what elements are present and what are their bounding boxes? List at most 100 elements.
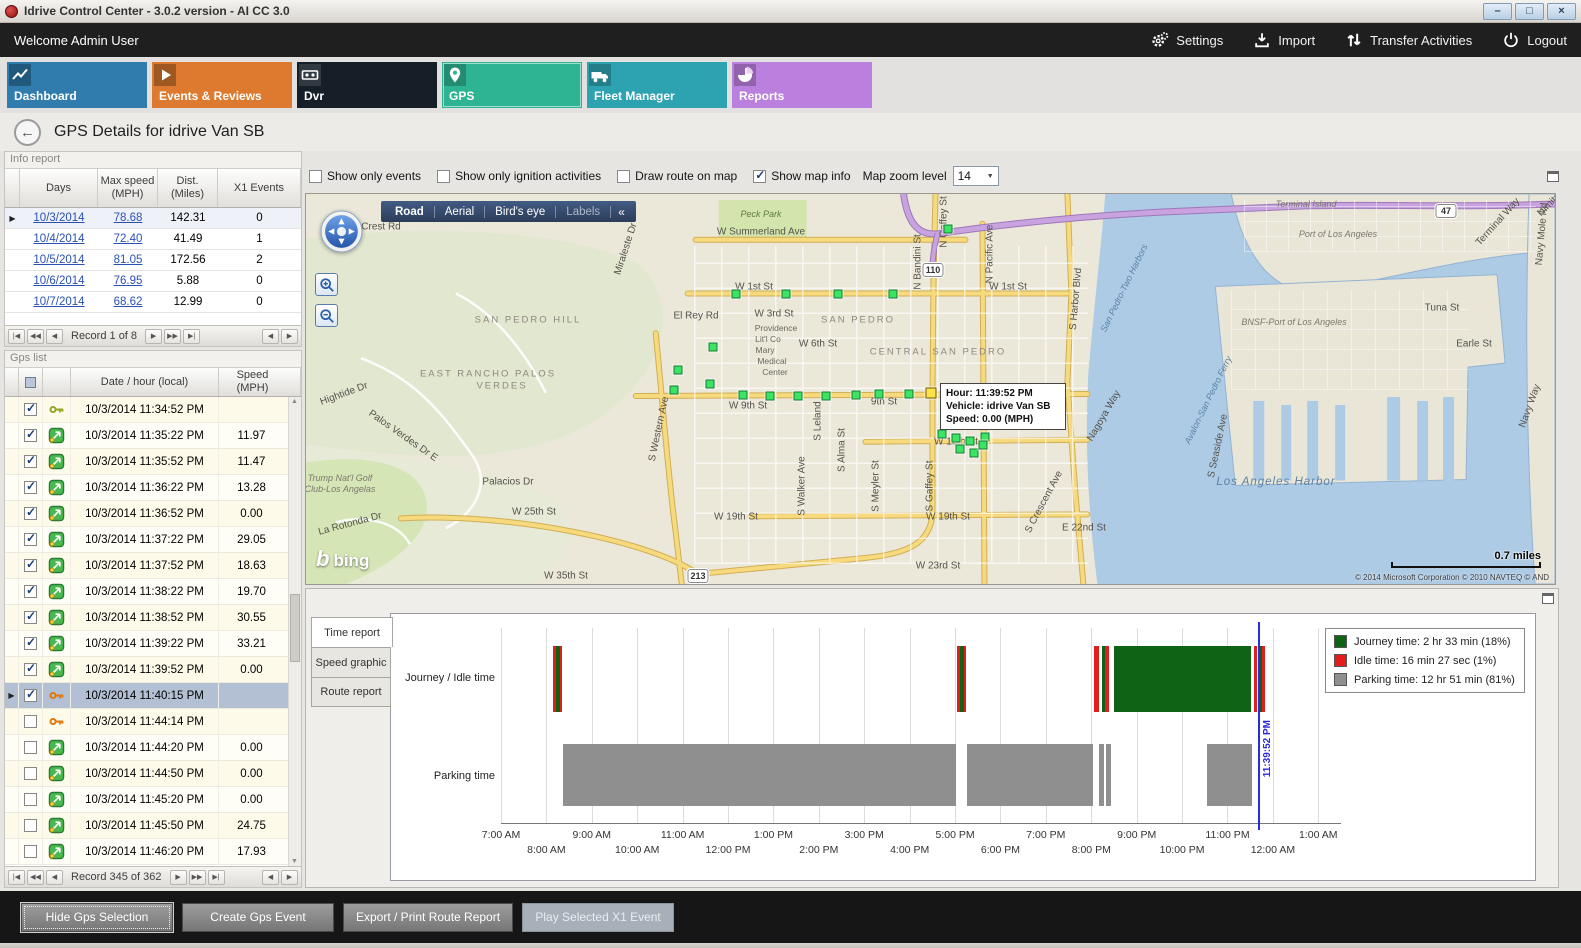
gps-marker[interactable] <box>888 289 898 299</box>
logout-button[interactable]: Logout <box>1502 31 1567 49</box>
tab-dashboard[interactable]: Dashboard <box>7 62 147 108</box>
gps-marker[interactable] <box>969 448 979 458</box>
report-tab-speed-graphic[interactable]: Speed graphic <box>311 647 391 677</box>
gps-marker[interactable] <box>937 429 947 439</box>
info-pager-hscroll-1[interactable]: ▶ <box>281 328 298 344</box>
checkbox[interactable] <box>309 169 322 183</box>
gps-pager-nav-left-2[interactable]: ◀ <box>46 869 63 885</box>
gps-marker[interactable] <box>765 391 775 401</box>
gps-list-row[interactable]: 10/3/2014 11:44:20 PM 0.00 <box>5 735 301 761</box>
tab-reports[interactable]: Reports <box>732 62 872 108</box>
footer-hide-gps-selection-button[interactable]: Hide Gps Selection <box>21 902 173 932</box>
close-button[interactable]: × <box>1547 2 1576 20</box>
row-checkbox[interactable] <box>24 479 37 494</box>
map-mode-bird-s-eye[interactable]: Bird's eye <box>485 205 557 218</box>
info-pager-nav-right-0[interactable]: ▶ <box>145 328 163 344</box>
tab-fleet[interactable]: Fleet Manager <box>587 62 727 108</box>
gps-list-row[interactable]: 10/3/2014 11:36:52 PM0.00 <box>5 501 301 527</box>
gps-marker[interactable] <box>669 385 679 395</box>
gps-marker[interactable] <box>673 365 683 375</box>
maximize-map-button[interactable] <box>1547 170 1559 182</box>
map-compass-control[interactable] <box>319 209 364 254</box>
col-max-speed[interactable]: Max speed (MPH) <box>98 169 158 207</box>
info-report-row[interactable]: 10/4/2014 72.40 41.49 1 <box>5 229 301 250</box>
settings-button[interactable]: Settings <box>1151 31 1223 49</box>
row-checkbox[interactable] <box>24 401 37 416</box>
tab-events[interactable]: Events & Reviews <box>152 62 292 108</box>
gps-list-row[interactable]: 10/3/2014 11:45:50 PM 24.75 <box>5 813 301 839</box>
gps-marker[interactable] <box>708 342 718 352</box>
max-speed-link[interactable]: 68.62 <box>113 296 143 308</box>
gps-marker[interactable] <box>851 390 861 400</box>
footer-export-print-route-report-button[interactable]: Export / Print Route Report <box>343 902 514 932</box>
day-link[interactable]: 10/3/2014 <box>33 212 85 224</box>
gps-marker[interactable] <box>731 289 741 299</box>
row-checkbox[interactable] <box>24 505 37 520</box>
zoom-in-button[interactable] <box>315 273 338 296</box>
row-checkbox[interactable] <box>24 427 37 442</box>
col-days[interactable]: Days <box>20 169 98 207</box>
gps-list-row[interactable]: 10/3/2014 11:44:50 PM 0.00 <box>5 761 301 787</box>
col-x1-events[interactable]: X1 Events <box>218 169 301 207</box>
row-checkbox[interactable] <box>24 661 37 676</box>
row-checkbox[interactable] <box>24 635 37 650</box>
minimize-button[interactable]: – <box>1483 2 1512 20</box>
col-select-all[interactable] <box>19 368 43 396</box>
maximize-chart-button[interactable] <box>1542 593 1554 604</box>
col-datetime[interactable]: Date / hour (local) <box>71 368 219 396</box>
gps-list-row[interactable]: 10/3/2014 11:34:52 PM <box>5 397 301 423</box>
col-dist[interactable]: Dist. (Miles) <box>158 169 218 207</box>
info-report-row[interactable]: 10/6/2014 76.95 5.88 0 <box>5 271 301 292</box>
row-checkbox[interactable] <box>24 741 37 754</box>
gps-list-row[interactable]: ▶ 10/3/2014 11:40:15 PM <box>5 683 301 709</box>
gps-list-scrollbar[interactable] <box>288 397 301 866</box>
map-option-show-only-ignition-activities[interactable]: Show only ignition activities <box>437 169 601 183</box>
day-link[interactable]: 10/6/2014 <box>33 275 85 287</box>
max-speed-link[interactable]: 76.95 <box>113 275 143 287</box>
info-report-row[interactable]: 10/5/2014 81.05 172.56 2 <box>5 250 301 271</box>
row-checkbox[interactable] <box>24 557 37 572</box>
transfer-button[interactable]: Transfer Activities <box>1345 31 1472 49</box>
footer-create-gps-event-button[interactable]: Create Gps Event <box>182 902 334 932</box>
row-checkbox[interactable] <box>24 531 37 546</box>
tab-dvr[interactable]: Dvr <box>297 62 437 108</box>
day-link[interactable]: 10/7/2014 <box>33 296 85 308</box>
row-checkbox[interactable] <box>24 819 37 832</box>
gps-pager-nav-right-0[interactable]: ▶ <box>169 869 187 885</box>
row-checkbox[interactable] <box>24 715 37 728</box>
gps-marker[interactable] <box>955 444 965 454</box>
map-option-show-map-info[interactable]: Show map info <box>753 168 851 183</box>
gps-marker[interactable] <box>978 440 988 450</box>
max-speed-link[interactable]: 81.05 <box>113 254 143 266</box>
row-checkbox[interactable] <box>24 687 37 702</box>
gps-list-row[interactable]: 10/3/2014 11:45:20 PM 0.00 <box>5 787 301 813</box>
info-pager-nav-right-1[interactable]: ▶▶ <box>164 328 182 344</box>
col-speed[interactable]: Speed (MPH) <box>219 368 301 396</box>
info-report-row[interactable]: 10/7/2014 68.62 12.99 0 <box>5 292 301 313</box>
map-nav-collapse[interactable]: « <box>618 204 625 219</box>
checkbox[interactable] <box>437 169 451 183</box>
gps-pager-nav-left-0[interactable]: |◀ <box>8 869 25 885</box>
maximize-button[interactable]: □ <box>1515 2 1544 20</box>
info-pager-nav-left-1[interactable]: ◀◀ <box>27 328 44 344</box>
tab-gps[interactable]: GPS <box>442 62 582 108</box>
gps-marker[interactable] <box>965 436 975 446</box>
gps-pager-nav-right-2[interactable]: ▶| <box>207 869 225 885</box>
gps-marker[interactable] <box>904 389 914 399</box>
max-speed-link[interactable]: 78.68 <box>113 212 143 224</box>
checkbox[interactable] <box>617 169 631 183</box>
gps-marker[interactable] <box>943 224 953 234</box>
map-mode-labels[interactable]: Labels <box>556 205 612 218</box>
info-pager-nav-left-0[interactable]: |◀ <box>8 328 25 344</box>
report-tab-route-report[interactable]: Route report <box>311 677 391 707</box>
day-link[interactable]: 10/5/2014 <box>33 254 85 266</box>
gps-pager-hscroll-1[interactable]: ▶ <box>281 869 298 885</box>
info-pager-nav-left-2[interactable]: ◀ <box>46 328 63 344</box>
gps-marker[interactable] <box>705 379 715 389</box>
scrollbar-thumb[interactable] <box>290 593 300 662</box>
